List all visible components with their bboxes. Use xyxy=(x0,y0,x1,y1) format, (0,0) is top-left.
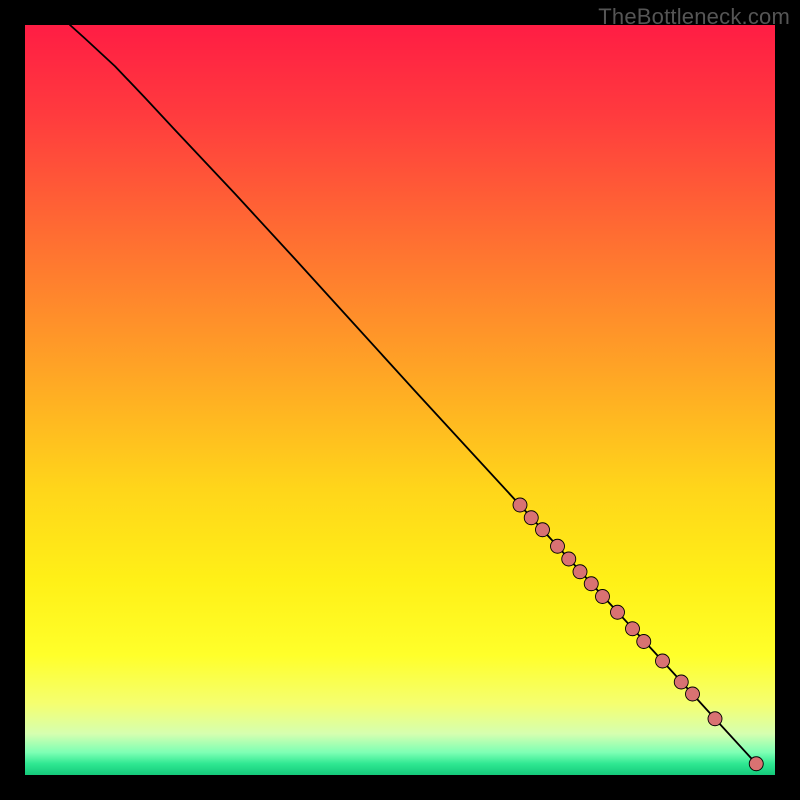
data-marker xyxy=(637,635,651,649)
data-marker xyxy=(656,654,670,668)
data-marker xyxy=(524,511,538,525)
data-marker xyxy=(708,712,722,726)
data-marker xyxy=(536,523,550,537)
data-marker xyxy=(674,675,688,689)
data-marker xyxy=(596,590,610,604)
data-marker xyxy=(611,605,625,619)
data-marker xyxy=(686,687,700,701)
data-marker xyxy=(749,757,763,771)
data-marker xyxy=(551,539,565,553)
bottleneck-chart xyxy=(25,25,775,775)
data-marker xyxy=(626,622,640,636)
data-marker xyxy=(562,552,576,566)
data-marker xyxy=(513,498,527,512)
data-marker xyxy=(584,577,598,591)
data-marker xyxy=(573,565,587,579)
watermark-label: TheBottleneck.com xyxy=(598,4,790,30)
